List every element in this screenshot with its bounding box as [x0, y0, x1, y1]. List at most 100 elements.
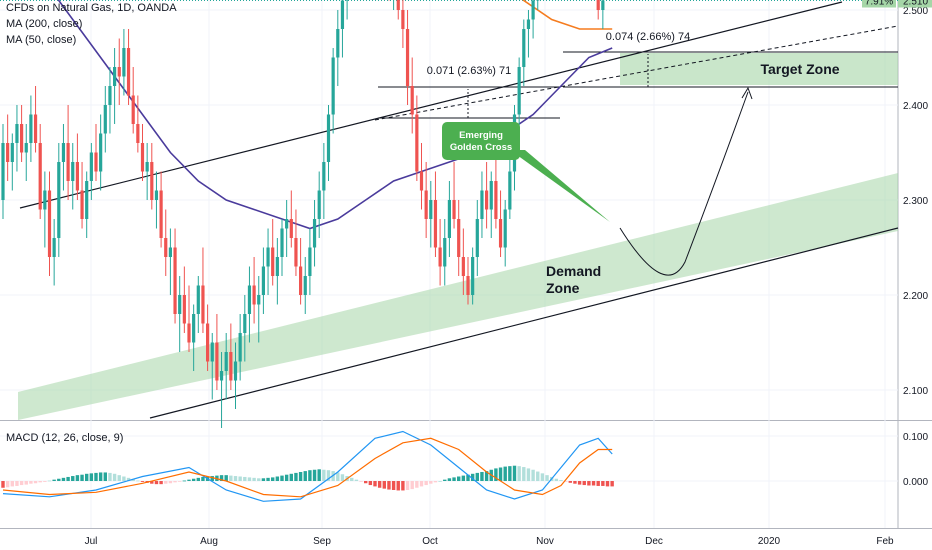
candle-body	[517, 67, 521, 115]
macd-histogram-bar	[480, 472, 484, 481]
macd-histogram-bar	[568, 481, 572, 483]
macd-histogram-bar	[443, 479, 447, 481]
price-tick-label: 2.300	[903, 196, 928, 207]
time-tick-label: Dec	[645, 536, 663, 547]
candle-body	[475, 219, 479, 257]
macd-histogram-bar	[587, 481, 591, 486]
macd-histogram-bar	[219, 475, 224, 481]
price-marker-label: 2.510	[903, 0, 928, 8]
macd-histogram-bar	[526, 468, 531, 481]
candle-body	[498, 219, 503, 248]
candle-body	[206, 323, 210, 362]
candle-body	[136, 124, 140, 143]
macd-histogram-bar	[326, 470, 331, 481]
candle-body	[57, 162, 61, 238]
macd-histogram-bar	[15, 481, 19, 486]
macd-histogram-bar	[312, 469, 317, 481]
candle-body	[410, 86, 414, 115]
macd-histogram-bar	[433, 481, 438, 483]
macd-histogram-bar	[131, 479, 135, 481]
candle-body	[443, 238, 447, 267]
candle-body	[457, 219, 461, 257]
macd-histogram-bar	[29, 481, 33, 484]
macd-histogram-bar	[382, 481, 386, 489]
candle-body	[6, 143, 10, 162]
macd-histogram-bar	[391, 481, 396, 490]
macd-histogram-bar	[466, 474, 470, 481]
candle-body	[29, 114, 33, 143]
candle-body	[280, 228, 284, 257]
macd-histogram-bar	[224, 475, 228, 481]
macd-histogram-bar	[410, 481, 414, 490]
macd-histogram-bar	[289, 473, 293, 481]
candle-body	[312, 219, 317, 248]
macd-histogram-bar	[438, 481, 442, 482]
candle-body	[126, 48, 131, 96]
candle-body	[201, 285, 205, 324]
candle-body	[122, 48, 126, 77]
candle-body	[113, 67, 117, 86]
candle-body	[424, 190, 428, 219]
macd-histogram-bar	[577, 481, 582, 485]
macd-histogram-bar	[563, 481, 568, 482]
candle-body	[33, 114, 38, 143]
projection-arrowhead	[741, 86, 753, 100]
price-badge-label: 7.91%	[865, 0, 893, 8]
macd-histogram-bar	[401, 481, 405, 491]
candle-body	[252, 285, 256, 305]
macd-histogram-bar	[368, 481, 373, 486]
macd-histogram-bar	[201, 476, 205, 481]
macd-histogram-bar	[38, 481, 42, 483]
macd-histogram-bar	[94, 472, 98, 481]
candle-body	[103, 105, 107, 134]
macd-histogram-bar	[1, 481, 5, 488]
macd-histogram-bar	[52, 479, 56, 481]
macd-histogram-bar	[187, 479, 191, 481]
demand-zone-band	[18, 173, 898, 420]
candle-body	[168, 247, 172, 257]
candle-body	[75, 162, 79, 191]
candle-body	[447, 200, 451, 238]
candle-body	[466, 276, 470, 295]
candle-body	[117, 67, 121, 77]
candle-body	[131, 95, 135, 124]
macd-histogram-bar	[350, 477, 354, 481]
macd-histogram-bar	[545, 475, 549, 481]
candle-body	[345, 0, 349, 1]
macd-histogram-bar	[103, 472, 107, 481]
candle-body	[192, 314, 196, 343]
macd-histogram-bar	[308, 470, 312, 481]
candle-body	[526, 19, 531, 29]
candle-body	[303, 276, 307, 295]
candle-body	[508, 171, 512, 210]
macd-histogram-bar	[117, 475, 121, 481]
candle-body	[94, 152, 98, 172]
channel-lower-line	[149, 227, 899, 419]
macd-histogram-bar	[457, 476, 461, 481]
time-tick-label: Sep	[313, 536, 331, 547]
ma200-legend: MA (200, close)	[6, 18, 83, 30]
candle-body	[522, 29, 526, 67]
candle-body	[419, 171, 424, 191]
callout-label: Emerging	[459, 130, 503, 141]
macd-histogram-bar	[377, 481, 382, 488]
macd-histogram-bar	[19, 481, 24, 486]
macd-histogram-bar	[522, 467, 526, 481]
candle-body	[275, 257, 279, 276]
macd-histogram-bar	[85, 473, 89, 481]
macd-histogram-bar	[247, 477, 252, 481]
macd-line	[2, 430, 613, 502]
demand-zone-label: Demand	[546, 263, 601, 279]
macd-histogram-bar	[98, 472, 103, 481]
channel-dashed-line	[374, 25, 899, 121]
price-axis-panel	[898, 0, 932, 550]
macd-histogram-bar	[280, 475, 284, 481]
candle-body	[396, 0, 400, 10]
candle-body	[85, 181, 89, 219]
macd-histogram-bar	[419, 481, 424, 487]
candle-body	[536, 0, 540, 1]
macd-histogram-bar	[322, 469, 326, 481]
macd-histogram-bar	[503, 466, 507, 481]
macd-histogram-bar	[89, 473, 94, 481]
